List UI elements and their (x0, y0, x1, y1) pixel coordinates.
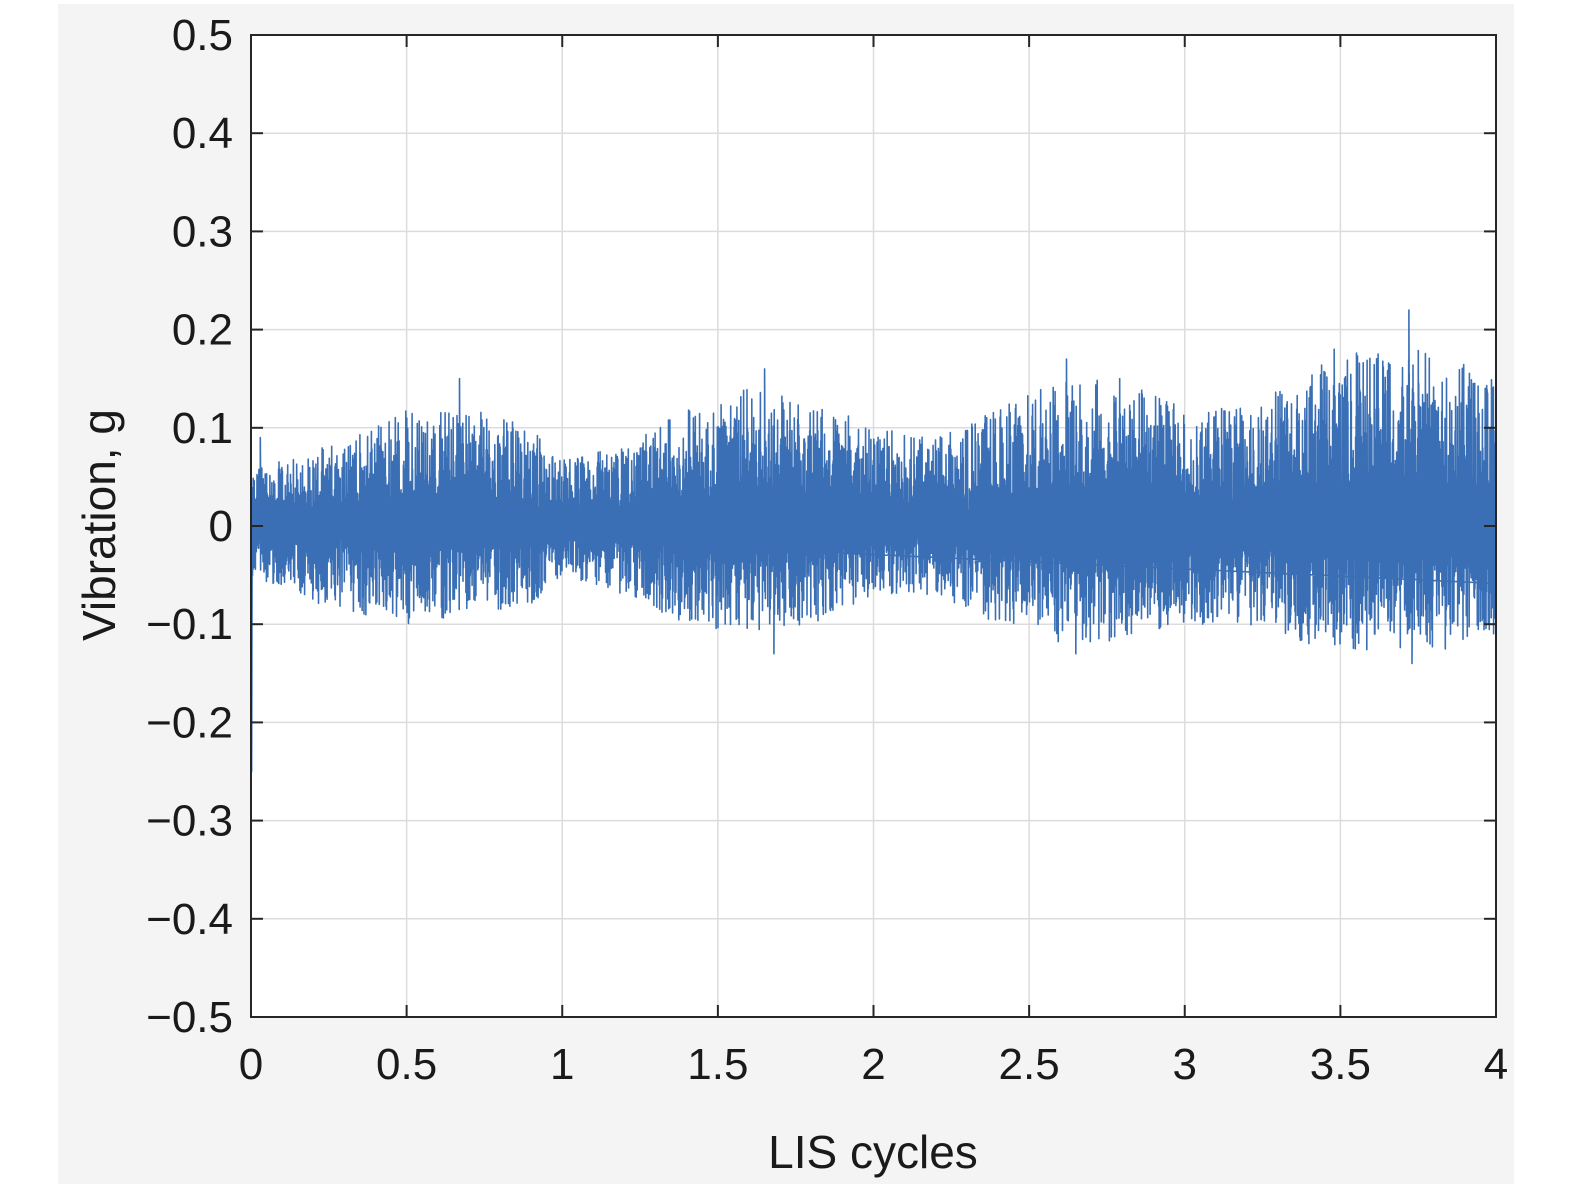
x-tick-label: 4 (1484, 1040, 1508, 1089)
x-tick-label: 0.5 (376, 1040, 437, 1089)
y-tick-label: 0.1 (172, 404, 233, 453)
x-tick-label: 1.5 (687, 1040, 748, 1089)
x-tick-label: 0 (239, 1040, 263, 1089)
y-tick-label: 0.3 (172, 207, 233, 256)
x-tick-label: 3.5 (1310, 1040, 1371, 1089)
x-tick-label: 2.5 (999, 1040, 1060, 1089)
y-tick-label: −0.5 (146, 993, 233, 1042)
y-tick-label: −0.4 (146, 895, 233, 944)
x-tick-label: 3 (1173, 1040, 1197, 1089)
y-tick-label: −0.1 (146, 600, 233, 649)
y-tick-label: −0.2 (146, 698, 233, 747)
y-tick-label: 0 (209, 502, 233, 551)
y-tick-label: 0.2 (172, 306, 233, 355)
x-tick-label: 1 (550, 1040, 574, 1089)
x-axis-title: LIS cycles (768, 1126, 978, 1178)
y-tick-label: −0.3 (146, 797, 233, 846)
y-tick-label: 0.4 (172, 109, 233, 158)
x-tick-label: 2 (861, 1040, 885, 1089)
y-axis-title: Vibration, g (73, 409, 125, 641)
y-tick-label: 0.5 (172, 11, 233, 60)
